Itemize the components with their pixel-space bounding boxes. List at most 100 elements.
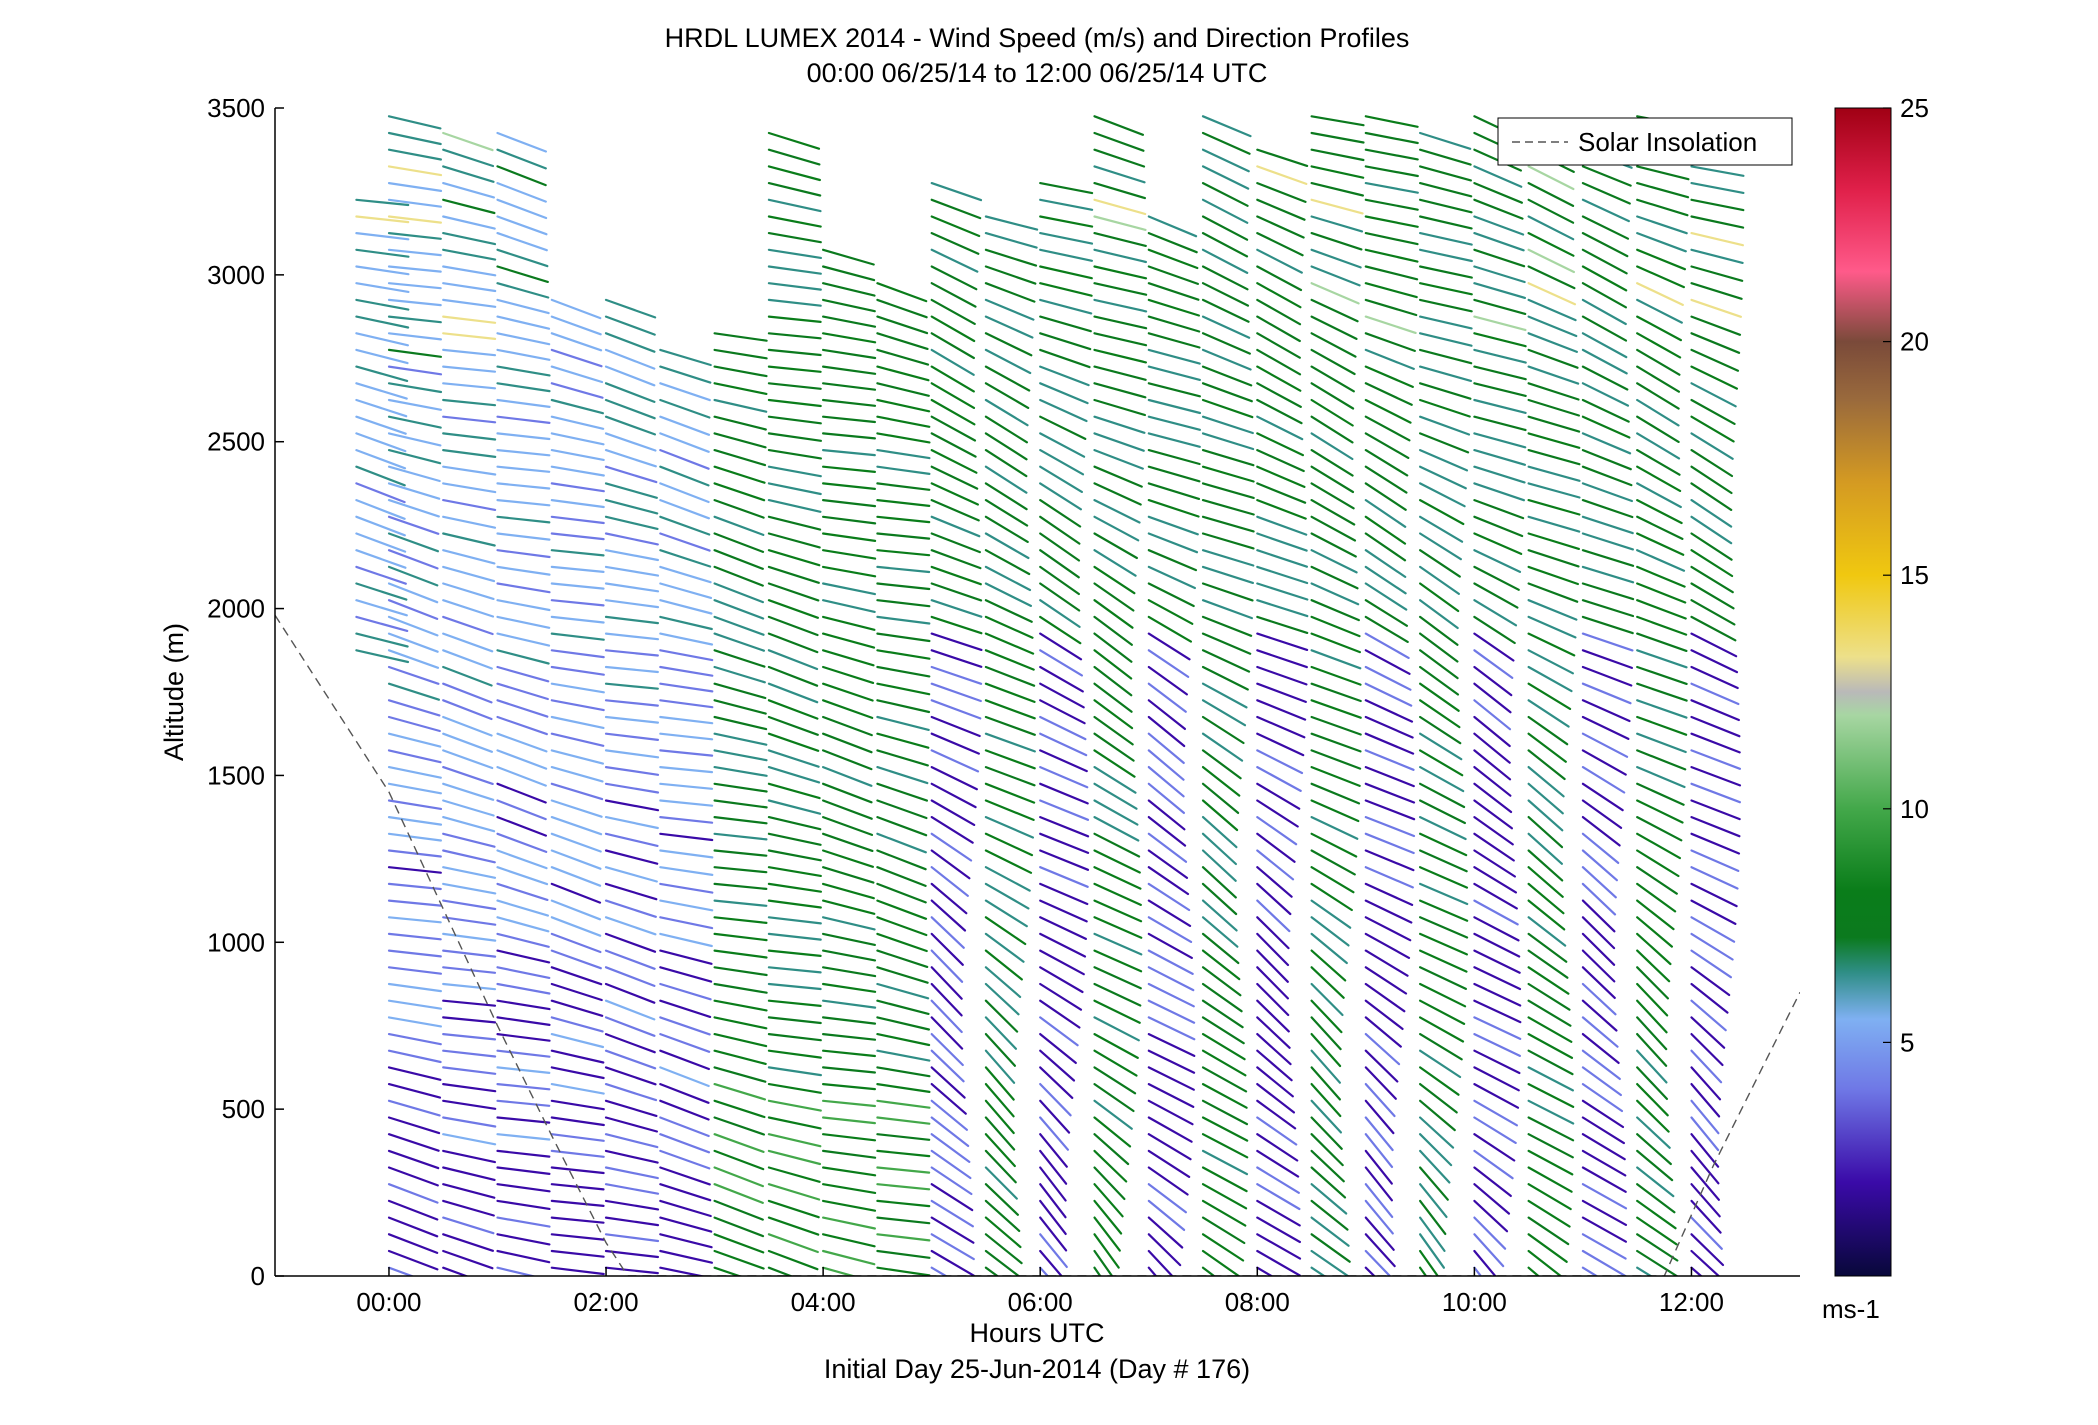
wind-barb [930, 398, 976, 426]
wind-barb [1418, 1183, 1448, 1219]
wind-barb [876, 832, 927, 854]
wind-barb [876, 432, 931, 444]
wind-barb [1039, 282, 1093, 297]
wind-barb [1201, 348, 1252, 371]
wind-barb [821, 715, 873, 737]
wind-barb [1201, 382, 1253, 403]
wind-barb [1039, 765, 1089, 789]
wind-barb [821, 549, 877, 560]
wind-barb [1581, 799, 1623, 830]
wind-barb [1690, 1199, 1722, 1234]
wind-barb [713, 599, 765, 620]
wind-barb [1690, 649, 1739, 674]
wind-barb [387, 916, 442, 924]
wind-barb [604, 599, 660, 609]
wind-barb [604, 632, 660, 641]
wind-barb [821, 832, 874, 853]
x-tick-label: 08:00 [1225, 1287, 1290, 1317]
wind-barb [1039, 815, 1090, 838]
wind-barb [355, 649, 410, 664]
wind-barb [550, 365, 604, 384]
wind-barb [1581, 882, 1617, 916]
wind-barb [1093, 632, 1133, 663]
wind-barb [1256, 282, 1302, 309]
wind-barb [713, 849, 768, 857]
wind-barb [1473, 215, 1525, 236]
wind-barb [713, 1183, 764, 1205]
wind-barb [821, 799, 873, 820]
wind-barb [1039, 632, 1083, 661]
wind-barb [1039, 1082, 1072, 1117]
wind-barb [984, 1049, 1016, 1084]
wind-barb [1581, 532, 1635, 551]
wind-barb [659, 866, 714, 877]
wind-barb [984, 815, 1035, 839]
wind-barb [821, 382, 877, 391]
wind-barb [442, 1082, 497, 1093]
wind-barb [1039, 232, 1094, 245]
wind-barb [1039, 482, 1083, 511]
wind-barb [1418, 599, 1459, 630]
wind-barb [442, 649, 493, 670]
wind-barb [1473, 1249, 1497, 1276]
wind-barb [930, 282, 977, 308]
wind-barb [1473, 682, 1512, 714]
wind-barb [1636, 348, 1681, 376]
wind-barb [1256, 265, 1303, 292]
wind-barb [1147, 565, 1197, 590]
wind-barb [1473, 715, 1511, 748]
wind-barb [1093, 449, 1144, 470]
wind-barb [1527, 298, 1577, 322]
wind-barb [1636, 482, 1682, 509]
wind-barb [442, 749, 494, 770]
wind-barb [821, 332, 877, 344]
wind-barb [550, 749, 605, 765]
y-tick-label: 2000 [207, 594, 265, 624]
wind-barb [659, 999, 712, 1019]
wind-barb [821, 749, 873, 771]
wind-barb [1364, 415, 1411, 442]
wind-barb [876, 665, 931, 678]
wind-barb [876, 982, 930, 1000]
wind-barb [496, 999, 551, 1011]
wind-barb [1147, 682, 1187, 713]
wind-barb [984, 565, 1032, 592]
wind-barb [821, 1032, 877, 1041]
wind-barb [1527, 1099, 1575, 1125]
wind-barb [930, 582, 983, 602]
y-tick-label: 3000 [207, 260, 265, 290]
wind-barb [1039, 615, 1082, 645]
wind-barb [1147, 832, 1188, 863]
wind-barb [1147, 1199, 1186, 1232]
wind-barb [1473, 1116, 1517, 1145]
wind-barb [659, 632, 714, 646]
wind-barb [930, 482, 980, 506]
wind-barb [1527, 1032, 1574, 1060]
x-axis-label: Hours UTC [969, 1318, 1104, 1348]
wind-barb [442, 899, 497, 911]
wind-barb [876, 1016, 931, 1031]
wind-barb [713, 982, 768, 994]
wind-barb [1364, 198, 1419, 211]
y-tick-label: 2500 [207, 427, 265, 457]
wind-barb [1201, 899, 1238, 932]
wind-barb [442, 882, 497, 895]
wind-barb [1093, 232, 1147, 247]
wind-barb [442, 615, 494, 636]
wind-barb [442, 165, 495, 183]
wind-barb [930, 1133, 971, 1164]
wind-barb [1636, 165, 1690, 181]
wind-barb [1364, 1099, 1395, 1135]
wind-barb [496, 916, 550, 933]
wind-barb [1473, 932, 1521, 958]
wind-barb [442, 782, 495, 801]
wind-barb [767, 198, 822, 213]
wind-barb [496, 665, 550, 683]
wind-barb [1418, 765, 1465, 793]
wind-barb [1093, 1166, 1126, 1201]
wind-barb [1690, 382, 1737, 408]
wind-barb [984, 849, 1033, 874]
wind-barb [930, 1149, 972, 1180]
wind-barb [1147, 415, 1202, 431]
wind-barb [876, 782, 929, 802]
